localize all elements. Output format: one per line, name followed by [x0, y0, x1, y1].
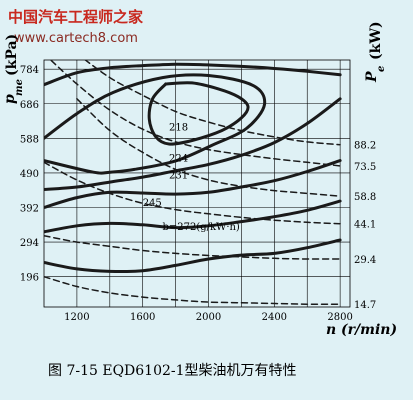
svg-text:P: P: [364, 71, 380, 83]
watermark-url: www.cartech8.com: [14, 31, 138, 46]
curves-group: [44, 60, 342, 305]
power-label-14.7: 14.7: [354, 300, 376, 311]
y-tick-label: 392: [20, 203, 39, 214]
power-label-88.2: 88.2: [354, 141, 376, 152]
power-label-58.8: 58.8: [354, 192, 376, 203]
y-tick-label: 294: [20, 238, 39, 249]
y-axis-left-label: p me (kPa): [2, 34, 25, 104]
power-curve-14.7: [44, 275, 341, 305]
y-tick-label: 686: [20, 100, 39, 111]
svg-text:e: e: [376, 66, 387, 72]
y-axis-right-label: P e (kW): [364, 21, 387, 83]
y-tick-label: 588: [20, 134, 39, 145]
y-tick-label: 784: [20, 65, 39, 76]
bsfc-curve-218: [147, 81, 250, 146]
power-curve-73.5: [49, 60, 341, 167]
svg-text:me: me: [14, 79, 25, 96]
bsfc-curve-231: [44, 97, 342, 191]
contour-label: b=272(g/kW·h): [162, 222, 239, 233]
x-tick-label: 2000: [196, 312, 221, 323]
contour-label: 245: [143, 198, 162, 209]
power-label-29.4: 29.4: [354, 255, 376, 266]
plot-frame: [43, 59, 351, 308]
y-tick-label: 490: [20, 169, 39, 180]
bsfc-curve-272: [44, 199, 342, 234]
bsfc-curve-lowest: [44, 238, 342, 274]
x-tick-label: 1600: [130, 312, 155, 323]
power-curve-44.1: [44, 161, 341, 225]
power-label-73.5: 73.5: [354, 162, 376, 173]
x-tick-label: 1200: [64, 312, 89, 323]
bsfc-curve-224: [44, 73, 267, 175]
power-curve-29.4: [44, 234, 341, 260]
power-curve-88.2: [84, 60, 341, 146]
contour-label: 218: [169, 122, 188, 133]
figure-caption: 图 7-15 EQD6102-1型柴油机万有特性: [48, 363, 297, 379]
full-load-curve: [44, 62, 342, 87]
bsfc-curve-245: [44, 159, 342, 209]
x-tick-label: 2800: [327, 312, 352, 323]
svg-text:(kPa): (kPa): [4, 34, 20, 76]
contour-label: 231: [169, 171, 188, 182]
y-tick-label: 196: [20, 273, 39, 284]
plot-area: 1200 1600 2000 2400 2800 196 294 392 490 588 686 78…: [20, 59, 376, 323]
svg-text:(kW): (kW): [368, 21, 384, 60]
svg-text:p: p: [2, 94, 18, 104]
x-tick-label: 2400: [262, 312, 287, 323]
x-axis-label: n (r/min): [326, 322, 397, 338]
watermark-title: 中国汽车工程师之家: [8, 8, 143, 26]
contour-label: 224: [169, 153, 188, 164]
power-label-44.1: 44.1: [354, 220, 376, 231]
